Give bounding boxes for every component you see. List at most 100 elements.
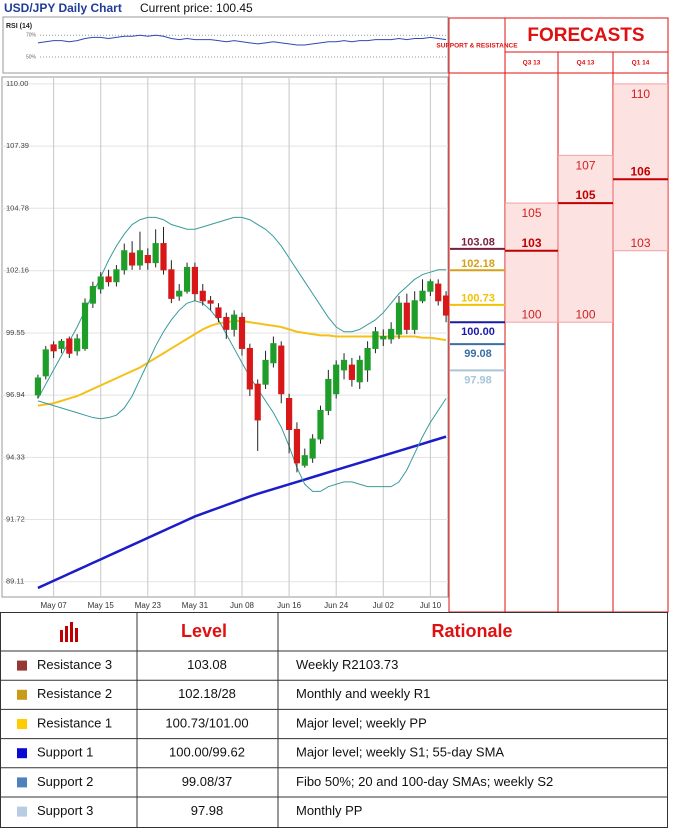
x-tick-label: Jul 02 (373, 601, 395, 610)
forecast-low-label: 100 (575, 307, 595, 321)
candle-body (364, 347, 371, 371)
candle-body (113, 269, 120, 283)
candle-body (270, 343, 277, 364)
row-name: Resistance 1 (37, 715, 112, 730)
level-label: 103.08 (461, 237, 495, 249)
candle-body (144, 254, 151, 264)
y-tick-label: 94.33 (6, 452, 25, 461)
row-level: 102.18/28 (178, 686, 236, 701)
chart-title: USD/JPY Daily Chart (4, 1, 122, 15)
candle-body (317, 409, 324, 440)
x-tick-label: Jul 10 (420, 601, 442, 610)
candle-body (356, 359, 363, 383)
rsi-line (37, 34, 447, 46)
icon-bar (70, 622, 73, 642)
candle-body (223, 316, 230, 330)
level-label: 99.08 (464, 348, 492, 360)
row-rationale: Monthly PP (296, 803, 362, 818)
candle-body (388, 328, 395, 340)
row-level: 100.73/101.00 (165, 715, 248, 730)
candle-body (427, 281, 434, 292)
forecast-range (505, 202, 558, 323)
candle-body (176, 290, 183, 297)
table-icon (60, 622, 78, 642)
legend-swatch (17, 719, 27, 729)
indicator-line (37, 300, 447, 492)
rsi-title: RSI (14) (6, 23, 32, 30)
icon-bar (75, 628, 78, 642)
legend-swatch (17, 748, 27, 759)
candle-body (309, 438, 316, 459)
y-tick-label: 91.72 (6, 515, 25, 524)
candle-body (372, 331, 379, 349)
indicator-line (37, 216, 447, 399)
period-label: Q4 13 (577, 60, 595, 67)
forecast-mid-label: 105 (575, 188, 595, 202)
candle-body (293, 428, 301, 464)
candle-body (395, 302, 403, 335)
candle-body (380, 336, 387, 340)
candle-body (66, 338, 73, 354)
row-rationale: Major level; weekly S1; 55-day SMA (296, 745, 504, 760)
period-label: Q1 14 (632, 60, 650, 67)
forecast-range (558, 154, 613, 323)
candle-body (183, 266, 191, 292)
row-name: Support 2 (37, 774, 93, 789)
y-tick-label: 96.94 (6, 390, 25, 399)
chart-subtitle: Current price: 100.45 (140, 1, 253, 15)
candle-body (348, 364, 355, 380)
candle-body (333, 364, 340, 395)
x-tick-label: Jun 08 (230, 601, 255, 610)
candle-body (58, 340, 65, 349)
row-name: Support 3 (37, 803, 93, 818)
candle-body (81, 302, 89, 349)
level-label: 102.18 (461, 258, 495, 270)
row-rationale: Monthly and weekly R1 (296, 686, 430, 701)
forecast-low-label: 100 (521, 307, 541, 321)
candle-body (301, 455, 308, 466)
candle-body (254, 383, 261, 421)
candle-body (89, 285, 96, 304)
row-rationale: Major level; weekly PP (296, 715, 427, 730)
rsi-tick-label: 50% (26, 54, 37, 60)
indicator-line (37, 435, 447, 590)
icon-bar (65, 626, 68, 642)
candle-body (231, 314, 238, 330)
candle-body (74, 338, 81, 352)
row-level: 100.00/99.62 (169, 745, 245, 760)
row-name: Support 1 (37, 745, 93, 760)
legend-swatch (17, 806, 27, 817)
x-tick-label: May 15 (88, 601, 115, 610)
forecast-low-label: 103 (630, 236, 650, 250)
candle-body (199, 290, 206, 302)
forecast-high-label: 107 (575, 159, 595, 173)
candle-body (168, 269, 175, 299)
row-name: Resistance 3 (37, 657, 112, 672)
y-tick-label: 104.78 (6, 203, 29, 212)
candle-body (285, 397, 293, 430)
forecast-mid-label: 103 (521, 236, 541, 250)
forecast-high-label: 110 (631, 87, 650, 101)
table-header: Level (181, 621, 227, 641)
x-tick-label: May 23 (135, 601, 162, 610)
row-level: 99.08/37 (182, 774, 233, 789)
candle-body (419, 290, 426, 302)
level-label: 100.00 (461, 326, 495, 338)
legend-swatch (17, 660, 27, 671)
row-level: 103.08 (187, 657, 227, 672)
candle-body (152, 243, 159, 264)
candle-body (246, 347, 253, 390)
candle-body (34, 377, 42, 396)
candle-body (340, 359, 348, 371)
candle-body (136, 250, 144, 266)
y-tick-label: 89.11 (6, 577, 24, 586)
legend-swatch (17, 689, 27, 700)
candle-body (262, 359, 269, 385)
row-name: Resistance 2 (37, 686, 112, 701)
table-header: Rationale (431, 621, 512, 641)
candle-body (129, 252, 136, 266)
period-label: Q3 13 (523, 60, 541, 67)
candle-body (278, 345, 285, 395)
y-tick-label: 99.55 (6, 328, 25, 337)
